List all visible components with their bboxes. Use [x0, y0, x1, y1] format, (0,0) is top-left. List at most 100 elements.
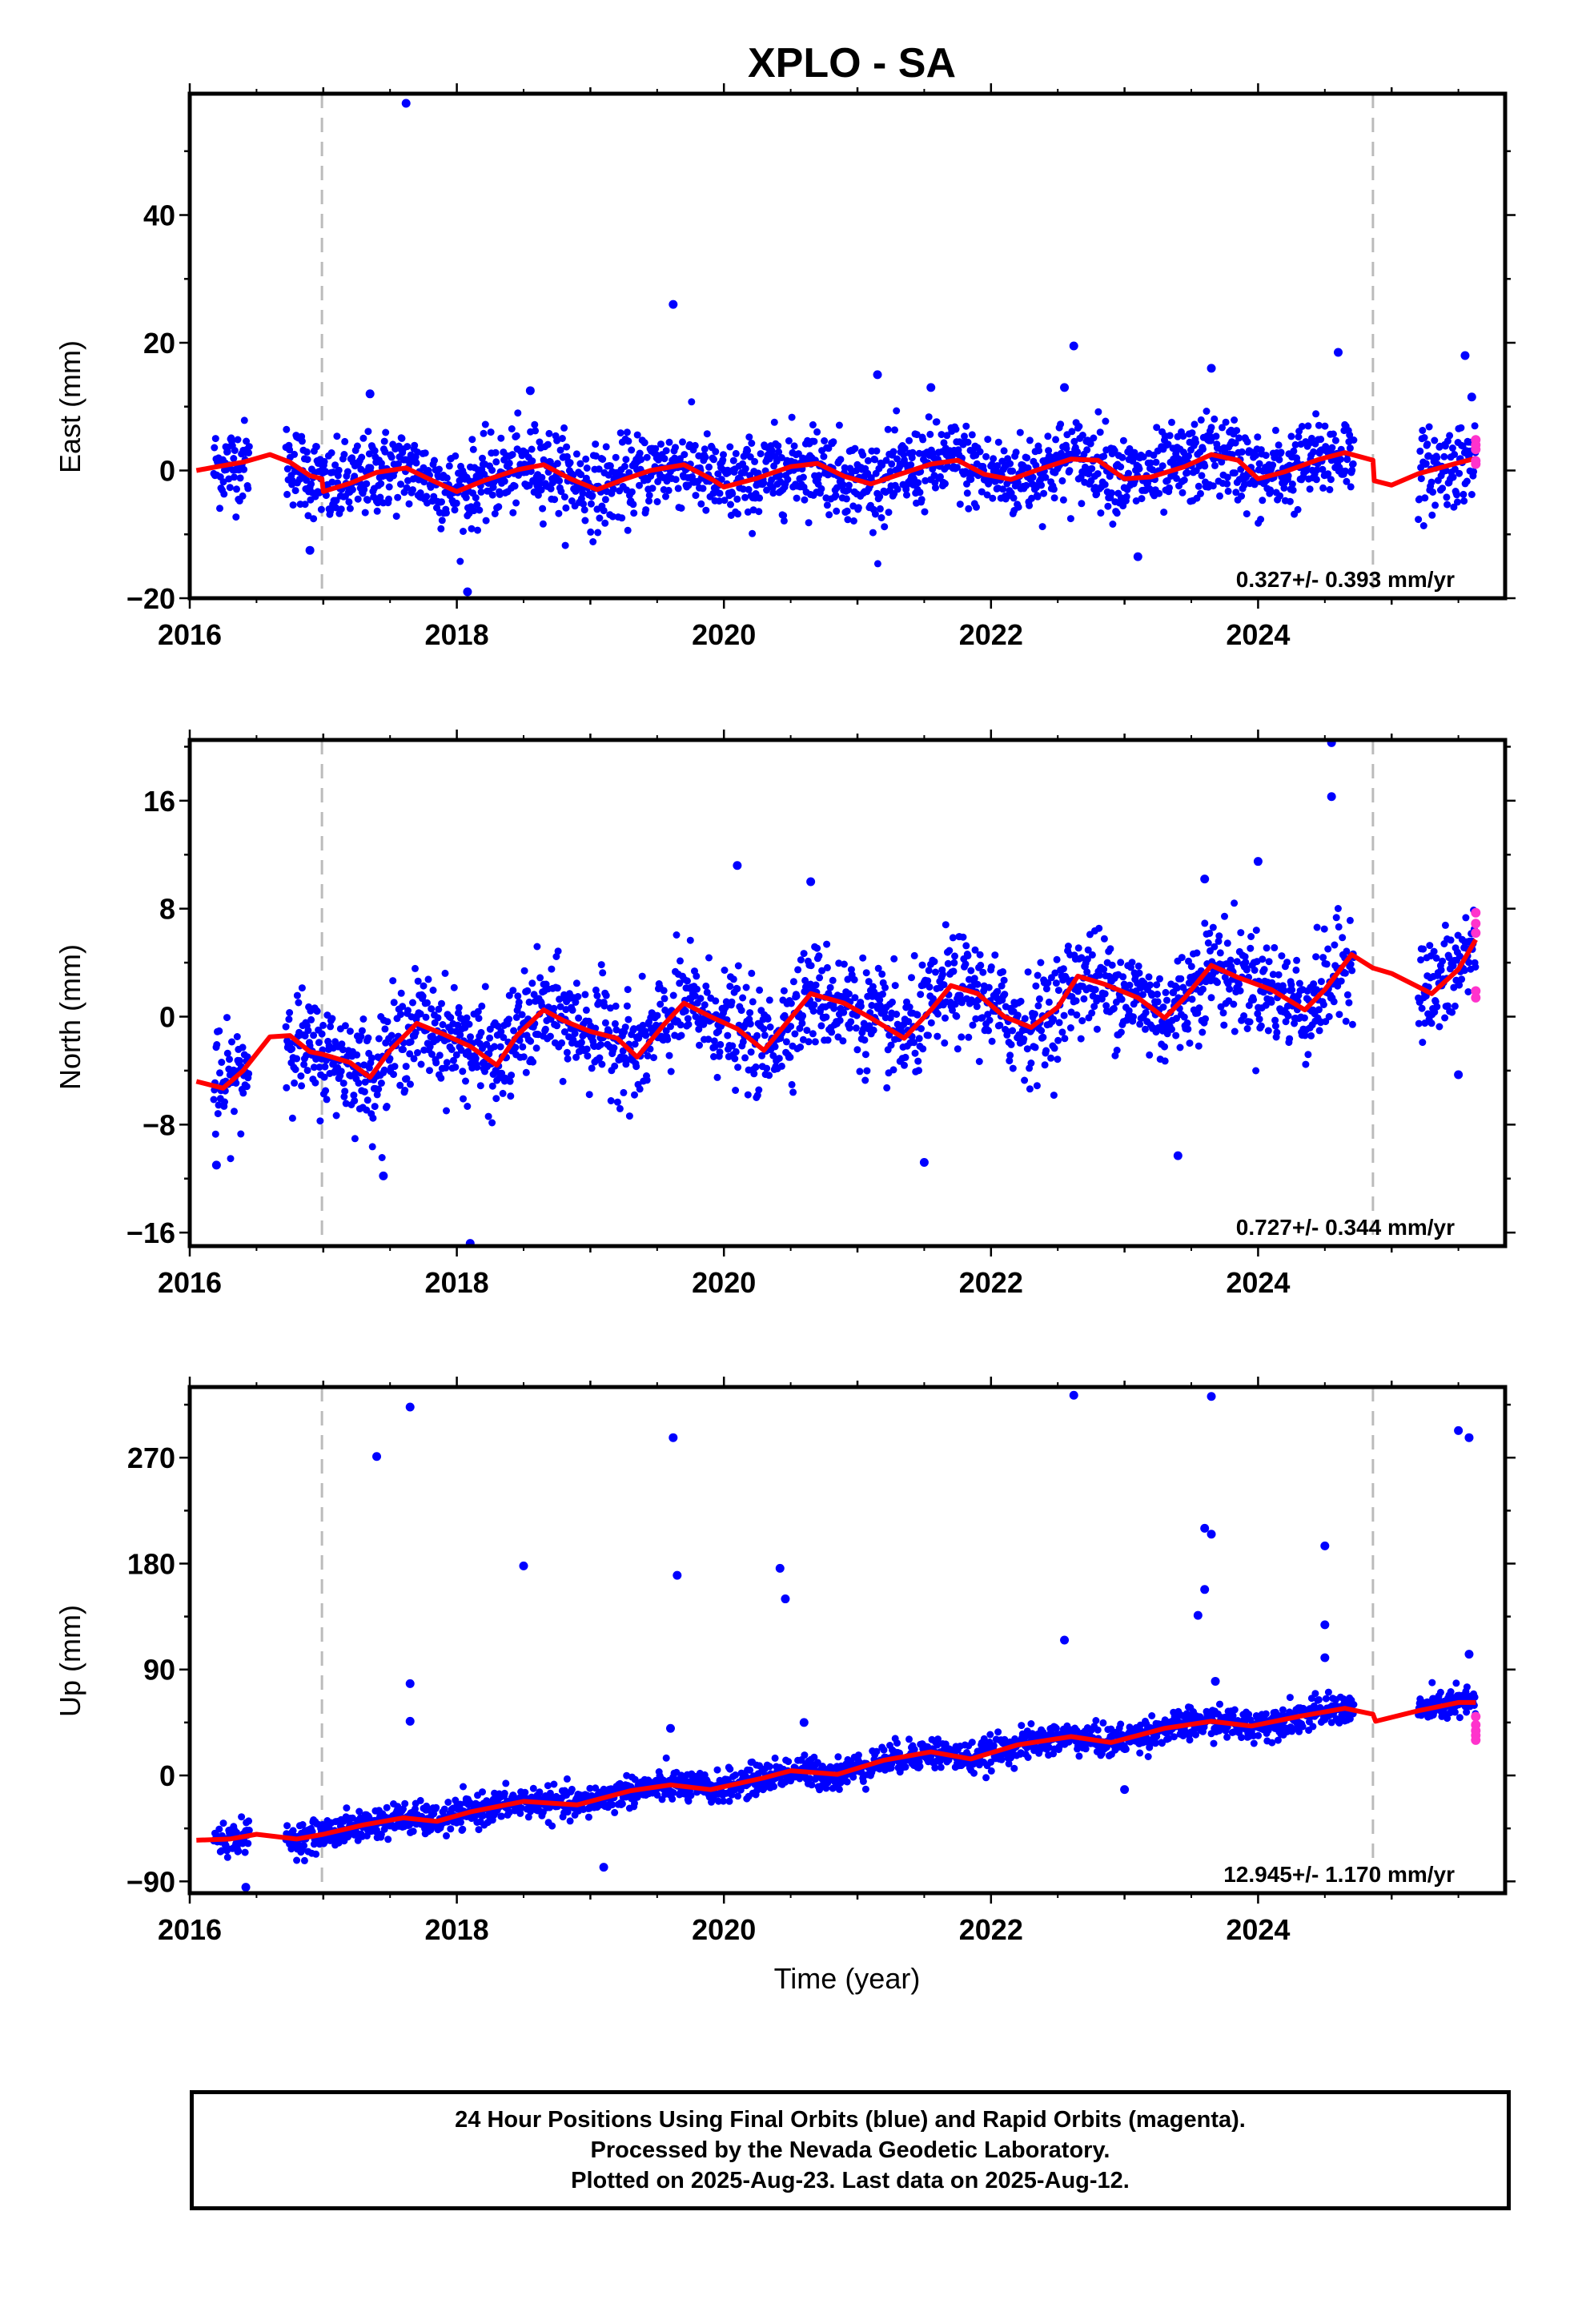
east-point — [1451, 451, 1459, 458]
east-point — [622, 456, 630, 464]
north-point — [1136, 1020, 1144, 1028]
east-point — [1419, 427, 1427, 434]
north-point — [765, 1072, 773, 1080]
up-point — [505, 1808, 513, 1816]
north-point — [215, 1101, 223, 1109]
east-point — [508, 425, 516, 432]
east-point — [1231, 469, 1239, 477]
east-point — [1262, 452, 1270, 460]
north-point — [984, 1011, 992, 1019]
north-point — [599, 969, 607, 977]
north-point — [810, 1001, 818, 1009]
east-point — [1198, 472, 1206, 480]
north-point — [375, 1085, 383, 1093]
north-point — [1206, 930, 1214, 937]
east-point — [1044, 432, 1052, 440]
up-point — [300, 1842, 308, 1850]
north-point — [915, 1067, 922, 1075]
north-point — [399, 1003, 407, 1011]
east-point — [815, 472, 823, 480]
north-point — [918, 961, 926, 969]
north-point — [891, 982, 899, 990]
east-point — [1222, 418, 1230, 426]
east-point — [231, 447, 239, 454]
north-point — [397, 1011, 404, 1019]
up-point — [734, 1792, 742, 1800]
east-point — [392, 513, 400, 521]
up-point — [529, 1784, 537, 1792]
up-point — [568, 1785, 576, 1793]
north-point — [492, 1095, 500, 1103]
north-point — [1091, 986, 1099, 994]
up-point — [444, 1799, 452, 1806]
north-point — [581, 991, 589, 999]
north-point — [910, 1039, 917, 1047]
north-point — [298, 984, 306, 992]
east-point — [1275, 441, 1283, 449]
east-point — [1446, 432, 1454, 440]
north-point — [1330, 998, 1338, 1006]
north-point — [789, 978, 797, 986]
north-point — [934, 1010, 942, 1018]
east-point — [1470, 468, 1478, 476]
north-point — [661, 995, 669, 1003]
north-point — [974, 980, 982, 988]
east-point — [741, 493, 749, 501]
east-point — [291, 450, 299, 458]
north-point — [350, 1092, 358, 1100]
north-point — [667, 1023, 674, 1031]
east-point — [829, 438, 837, 446]
north-point — [1204, 939, 1212, 947]
up-point — [440, 1805, 448, 1813]
north-point — [669, 991, 677, 999]
north-point — [441, 969, 449, 977]
north-point — [1243, 1025, 1251, 1032]
north-point — [1142, 1009, 1150, 1016]
east-point — [291, 487, 299, 495]
east-point — [893, 485, 901, 493]
north-point — [1251, 967, 1259, 974]
up-point — [283, 1822, 291, 1830]
east-point — [599, 456, 607, 463]
east-point — [472, 494, 480, 502]
north-point — [1243, 966, 1251, 974]
north-point — [436, 1051, 444, 1059]
north-point — [660, 987, 668, 995]
east-point — [1038, 481, 1046, 489]
east-point — [1166, 484, 1173, 492]
east-point — [1068, 428, 1076, 436]
north-point — [293, 991, 301, 999]
east-point — [1113, 509, 1121, 517]
north-point — [636, 1085, 644, 1093]
east-point — [1276, 492, 1284, 500]
north-point — [380, 1066, 388, 1074]
north-point — [373, 1091, 381, 1099]
up-point — [732, 1771, 740, 1779]
north-point — [847, 1018, 855, 1026]
north-point — [560, 991, 568, 999]
north-rate-label: 0.727+/- 0.344 mm/yr — [1236, 1215, 1455, 1240]
north-point — [1432, 954, 1440, 962]
east-point — [492, 448, 500, 456]
north-point — [465, 1020, 473, 1028]
north-point — [363, 1096, 371, 1104]
up-point — [726, 1765, 734, 1773]
north-point — [1088, 1009, 1096, 1017]
up-point — [765, 1763, 773, 1771]
east-point — [1425, 423, 1433, 431]
north-point — [908, 974, 915, 982]
east-point — [320, 457, 328, 465]
north-point — [438, 999, 445, 1007]
east-point — [437, 525, 445, 533]
north-point — [452, 1051, 460, 1059]
north-point — [215, 1027, 223, 1035]
north-point — [1257, 1022, 1265, 1030]
north-point — [320, 1073, 328, 1081]
north-point — [1066, 1024, 1074, 1031]
east-point — [1243, 438, 1251, 446]
north-point — [359, 1015, 367, 1023]
north-point — [965, 1033, 973, 1041]
north-point — [826, 983, 834, 991]
north-point — [701, 1001, 709, 1009]
north-point — [488, 1119, 496, 1127]
